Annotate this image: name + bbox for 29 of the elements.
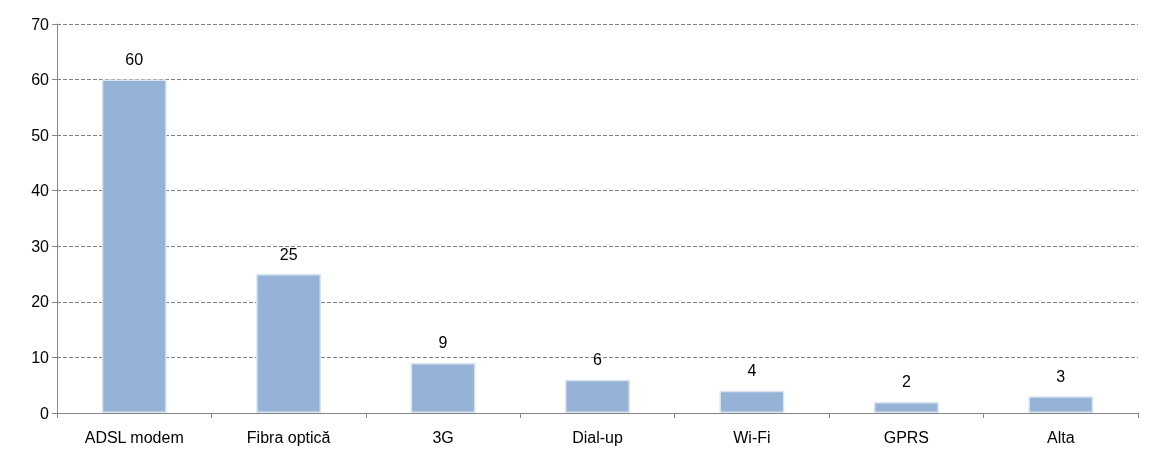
bar: [101, 79, 167, 413]
x-tick-label: Wi-Fi: [733, 428, 771, 446]
x-tick-label: ADSL modem: [84, 428, 184, 446]
x-tick-label: GPRS: [883, 428, 930, 446]
x-tick-label: Dial-up: [572, 428, 623, 446]
data-label: 4: [747, 362, 757, 380]
data-label: 9: [438, 334, 448, 352]
y-tick-label: 10: [31, 348, 50, 366]
y-tick-label: 50: [31, 126, 50, 144]
y-tick-label: 70: [31, 15, 50, 33]
y-tick-label: 0: [40, 404, 50, 422]
data-label: 2: [901, 373, 911, 391]
y-tick-label: 60: [31, 71, 50, 89]
bar: [873, 401, 939, 413]
x-tick-label: Fibra optică: [246, 428, 331, 446]
data-label: 60: [125, 51, 144, 69]
bar: [410, 362, 476, 413]
bar: [256, 274, 322, 413]
data-label: 6: [593, 351, 603, 369]
x-tick-label: Alta: [1047, 428, 1075, 446]
bar: [565, 379, 630, 413]
bar: [1028, 396, 1094, 413]
bar: [719, 390, 785, 413]
x-tick-label: 3G: [432, 428, 454, 446]
y-tick-label: 20: [31, 293, 50, 311]
data-label: 3: [1056, 367, 1066, 385]
y-tick-label: 30: [31, 237, 50, 255]
data-label: 25: [279, 245, 298, 263]
y-tick-label: 40: [31, 182, 50, 200]
